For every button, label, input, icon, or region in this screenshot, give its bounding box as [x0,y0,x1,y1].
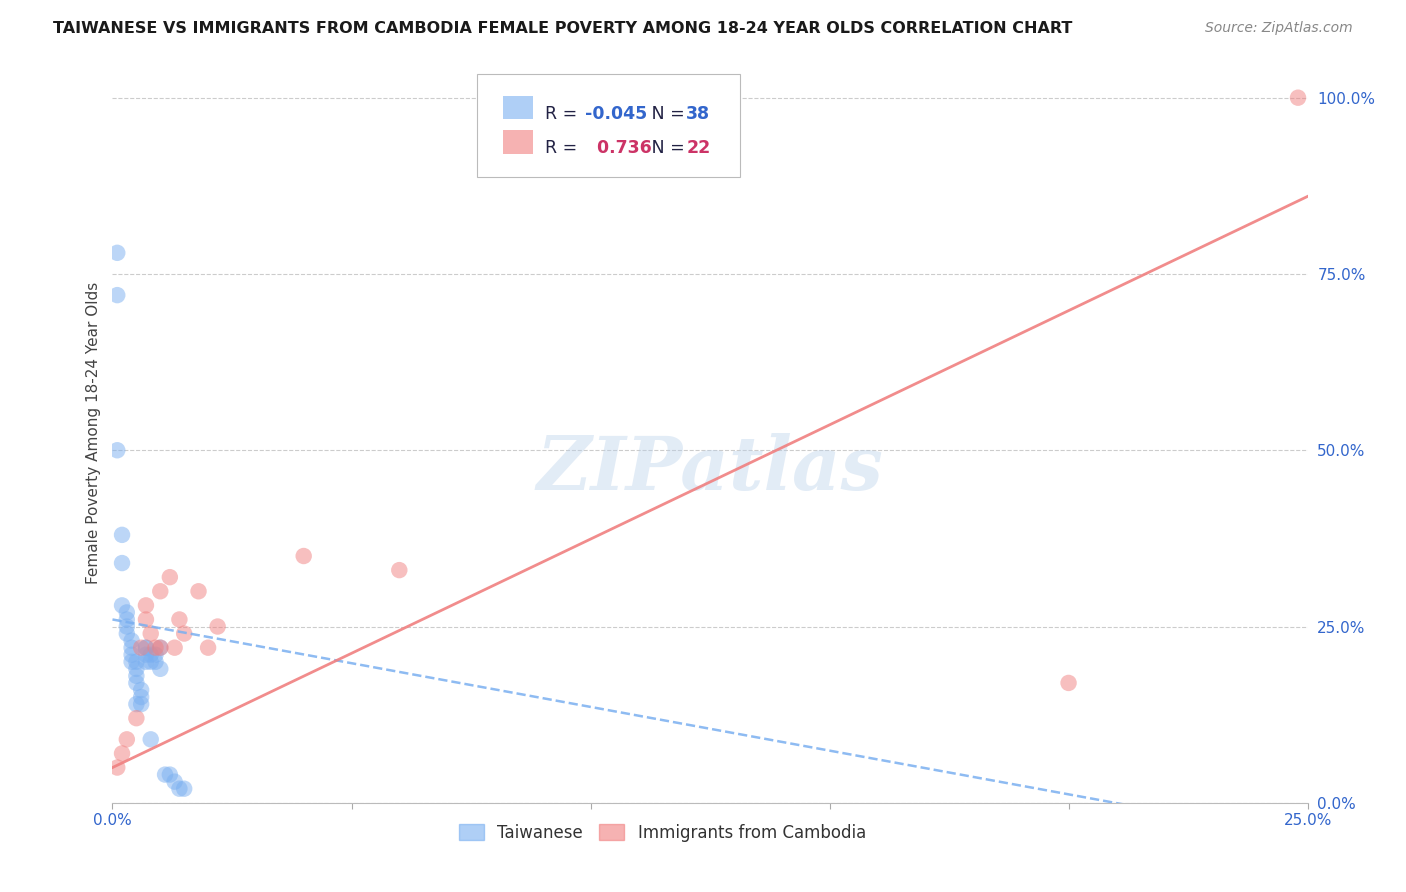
Point [135,648,157,662]
Point [125,697,148,711]
Point [135,655,157,669]
Point [173,626,195,640]
Point [388,563,411,577]
Point [163,640,186,655]
Point [129,683,152,698]
Text: 38: 38 [686,104,710,122]
Point [121,648,143,662]
FancyBboxPatch shape [503,130,533,153]
Point [111,599,134,613]
Point [105,288,128,302]
Point [125,711,148,725]
Point [153,767,176,781]
Point [125,655,148,669]
Text: R =: R = [546,104,583,122]
Text: ZIPatlas: ZIPatlas [537,434,883,506]
Point [105,245,128,260]
Point [121,655,143,669]
Point [149,662,172,676]
Point [115,612,138,626]
Point [135,612,157,626]
Point [121,633,143,648]
Point [159,767,181,781]
Legend: Taiwanese, Immigrants from Cambodia: Taiwanese, Immigrants from Cambodia [450,815,875,850]
Point [135,640,157,655]
Point [121,640,143,655]
Point [115,606,138,620]
Text: N =: N = [634,138,690,157]
Text: 0.736: 0.736 [585,138,651,157]
Y-axis label: Female Poverty Among 18-24 Year Olds: Female Poverty Among 18-24 Year Olds [86,282,101,583]
Point [149,640,172,655]
Text: N =: N = [634,104,690,122]
Point [149,584,172,599]
Point [125,676,148,690]
Point [111,528,134,542]
Point [111,556,134,570]
Point [129,697,152,711]
Point [105,443,128,458]
Point [173,781,195,796]
Point [197,640,219,655]
FancyBboxPatch shape [477,73,740,178]
Point [125,669,148,683]
Point [139,648,162,662]
Point [1286,91,1309,105]
Point [129,640,152,655]
Point [292,549,315,563]
Point [129,690,152,704]
Point [115,732,138,747]
Point [169,781,191,796]
Point [1057,676,1080,690]
Point [145,655,167,669]
Text: TAIWANESE VS IMMIGRANTS FROM CAMBODIA FEMALE POVERTY AMONG 18-24 YEAR OLDS CORRE: TAIWANESE VS IMMIGRANTS FROM CAMBODIA FE… [53,21,1073,36]
Point [139,626,162,640]
Point [169,612,191,626]
FancyBboxPatch shape [503,95,533,120]
Point [187,584,209,599]
Point [159,570,181,584]
Point [139,732,162,747]
Point [207,619,229,633]
Text: R =: R = [546,138,583,157]
Point [149,640,172,655]
Text: 22: 22 [686,138,710,157]
Text: -0.045: -0.045 [585,104,647,122]
Point [139,655,162,669]
Point [163,774,186,789]
Point [145,640,167,655]
Point [105,760,128,774]
Point [115,619,138,633]
Point [125,662,148,676]
Text: Source: ZipAtlas.com: Source: ZipAtlas.com [1205,21,1353,35]
Point [145,648,167,662]
Point [135,640,157,655]
Point [111,747,134,761]
Point [135,599,157,613]
Point [115,626,138,640]
